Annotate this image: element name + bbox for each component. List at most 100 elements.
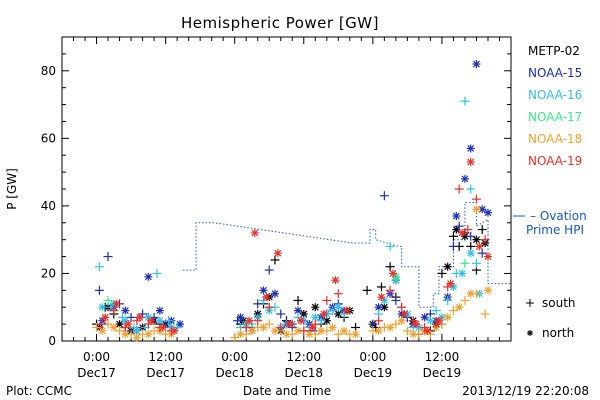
legend-entry-noaa-15: NOAA-15 xyxy=(528,66,582,80)
noaa-18-south-point xyxy=(333,329,343,339)
noaa-19-south-point xyxy=(471,194,481,204)
noaa-16-north-point xyxy=(334,303,343,312)
noaa-18-north-point xyxy=(132,333,141,342)
noaa-16-south-point xyxy=(431,306,441,316)
noaa-19-north-point xyxy=(377,293,386,302)
noaa-19-south-point xyxy=(299,326,309,336)
noaa-17-south-point xyxy=(103,295,113,305)
noaa-18-north-point xyxy=(386,323,395,332)
noaa-19-south-point xyxy=(253,316,263,326)
timestamp: 2013/12/19 22:20:08 xyxy=(462,384,589,398)
plot-frame xyxy=(61,36,512,342)
x-tick-date-label: Dec18 xyxy=(215,366,254,380)
noaa-16-south-point xyxy=(152,268,162,278)
legend: METP-02 NOAA-15 NOAA-16 NOAA-17 NOAA-18 NOAA-… xyxy=(528,44,582,168)
noaa-18-south-point xyxy=(92,322,102,332)
noaa-19-north-point xyxy=(446,279,455,288)
noaa-16-north-point xyxy=(426,316,435,325)
y-tick-label: 20 xyxy=(41,266,56,280)
legend-entry-noaa-18: NOAA-18 xyxy=(528,132,582,146)
metp-02-south-point xyxy=(293,295,303,305)
noaa-18-north-point xyxy=(294,326,303,335)
noaa-18-north-point xyxy=(236,330,245,339)
noaa-15-north-point xyxy=(121,306,130,315)
noaa-19-north-point xyxy=(135,313,144,322)
noaa-16-north-point xyxy=(132,326,141,335)
legend-entry-noaa-17: NOAA-17 xyxy=(528,110,582,124)
noaa-19-north-point xyxy=(147,316,156,325)
noaa-15-north-point xyxy=(155,306,164,315)
x-tick-time-label: 0:00 xyxy=(83,350,110,364)
noaa-19-north-point xyxy=(475,242,484,251)
noaa-19-north-point xyxy=(400,309,409,318)
noaa-16-south-point xyxy=(471,258,481,268)
noaa-16-north-point xyxy=(98,303,107,312)
noaa-18-north-point xyxy=(443,313,452,322)
noaa-16-south-point xyxy=(94,262,104,272)
metp-02-south-point xyxy=(270,255,280,265)
marker-legend-north: north xyxy=(542,326,574,340)
noaa-18-south-point xyxy=(460,295,470,305)
x-tick-time-label: 0:00 xyxy=(221,350,248,364)
noaa-15-south-point xyxy=(391,295,401,305)
noaa-17-south-point xyxy=(460,258,470,268)
noaa-19-north-point xyxy=(483,252,492,261)
noaa-15-north-point xyxy=(483,208,492,217)
noaa-18-north-point xyxy=(472,205,481,214)
metp-02-south-point xyxy=(448,231,458,241)
y-tick-label: 40 xyxy=(41,199,56,213)
noaa-18-south-point xyxy=(391,319,401,329)
y-tick-label: 60 xyxy=(41,131,56,145)
metp-02-south-point xyxy=(437,268,447,278)
noaa-19-north-point xyxy=(342,306,351,315)
noaa-16-north-point xyxy=(449,282,458,291)
noaa-19-north-point xyxy=(458,228,467,237)
noaa-15-south-point xyxy=(103,252,113,262)
plot-credit: Plot: CCMC xyxy=(6,384,72,398)
x-tick-date-label: Dec17 xyxy=(146,366,185,380)
noaa-19-south-point xyxy=(397,302,407,312)
legend-entry-noaa-19: NOAA-19 xyxy=(528,154,582,168)
ovation-line xyxy=(182,202,511,308)
noaa-16-south-point xyxy=(466,184,476,194)
x-tick-time-label: 12:00 xyxy=(286,350,321,364)
noaa-15-south-point xyxy=(448,241,458,251)
x-tick-date-label: Dec17 xyxy=(77,366,116,380)
y-axis-label: P [GW] xyxy=(5,168,19,210)
noaa-19-south-point xyxy=(333,289,343,299)
noaa-15-north-point xyxy=(466,144,475,153)
x-axis-label: Date and Time xyxy=(243,384,331,398)
noaa-19-north-point xyxy=(170,326,179,335)
y-axis: 0 20 40 60 80 xyxy=(41,36,511,348)
noaa-19-north-point xyxy=(124,320,133,329)
noaa-18-south-point xyxy=(448,306,458,316)
noaa-19-north-point xyxy=(101,313,110,322)
x-tick-time-label: 0:00 xyxy=(359,350,386,364)
noaa-18-south-point xyxy=(264,319,274,329)
noaa-19-north-point xyxy=(262,293,271,302)
noaa-15-south-point xyxy=(264,265,274,275)
ovation-legend-line2: Prime HPI xyxy=(526,223,584,237)
noaa-15-north-point xyxy=(270,289,279,298)
ovation-legend-line1: – Ovation xyxy=(530,209,587,223)
noaa-18-north-point xyxy=(409,330,418,339)
noaa-19-north-point xyxy=(285,320,294,329)
noaa-15-north-point xyxy=(144,272,153,281)
noaa-18-north-point xyxy=(317,326,326,335)
noaa-19-south-point xyxy=(463,225,473,235)
noaa-19-south-point xyxy=(385,285,395,295)
noaa-18-north-point xyxy=(397,316,406,325)
noaa-19-south-point xyxy=(454,184,464,194)
noaa-19-north-point xyxy=(319,309,328,318)
metp-02-south-point xyxy=(477,225,487,235)
noaa-19-north-point xyxy=(273,249,282,258)
noaa-16-north-point xyxy=(466,249,475,258)
ovation-series xyxy=(182,202,525,308)
marker-legend-south: south xyxy=(542,296,576,310)
noaa-15-south-point xyxy=(466,231,476,241)
noaa-15-south-point xyxy=(276,309,286,319)
noaa-18-north-point xyxy=(328,323,337,332)
legend-entry-noaa-16: NOAA-16 xyxy=(528,88,582,102)
legend-entry-metp-02: METP-02 xyxy=(528,44,580,58)
